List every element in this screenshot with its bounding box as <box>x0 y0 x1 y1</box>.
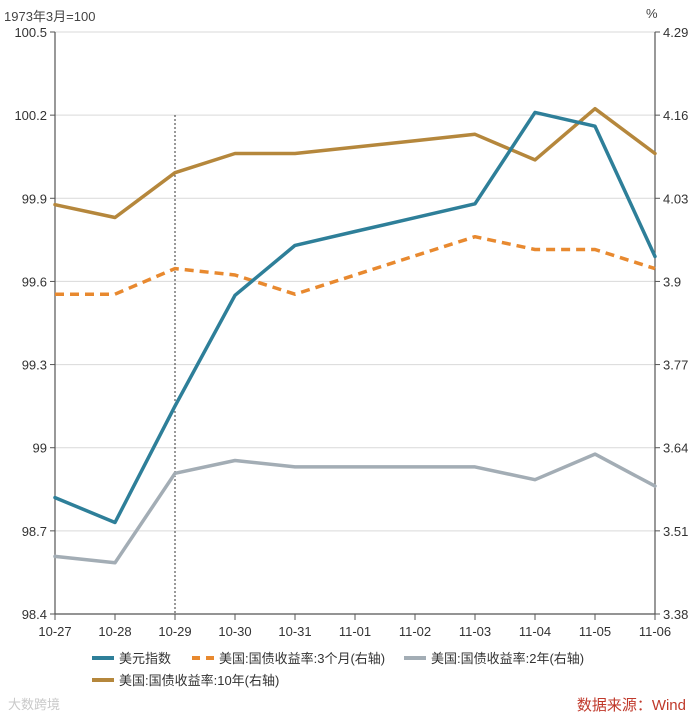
watermark-text: 大数跨境 <box>8 697 61 712</box>
left-tick-label-5: 99.9 <box>22 191 47 206</box>
left-tick-label-7: 100.5 <box>14 25 47 40</box>
left-tick-label-0: 98.4 <box>22 607 47 622</box>
x-tick-label-0: 10-27 <box>38 624 71 639</box>
x-tick-label-5: 11-01 <box>339 624 371 639</box>
x-tick-label-1: 10-28 <box>98 624 131 639</box>
x-tick-label-8: 11-04 <box>519 624 551 639</box>
legend-label-t3m: 美国:国债收益率:3个月(右轴) <box>219 651 386 666</box>
left-tick-label-4: 99.6 <box>22 274 47 289</box>
legend-label-dxy: 美元指数 <box>119 651 172 666</box>
left-tick-label-1: 98.7 <box>22 524 47 539</box>
legend-label-t10y: 美国:国债收益率:10年(右轴) <box>119 673 280 688</box>
x-tick-label-3: 10-30 <box>218 624 251 639</box>
x-tick-label-4: 10-31 <box>278 624 311 639</box>
legend-label-t2y: 美国:国债收益率:2年(右轴) <box>431 651 585 666</box>
legend-swatch-t3m <box>192 655 214 660</box>
x-tick-label-6: 11-02 <box>399 624 431 639</box>
legend-swatch-t10y <box>92 677 114 682</box>
legend-swatch-t2y <box>404 655 426 660</box>
legend-item-dxy: 美元指数 <box>92 648 171 667</box>
left-axis-unit: 1973年3月=100 <box>4 9 96 24</box>
right-axis-unit: % <box>646 6 658 21</box>
right-tick-label-1: 3.51 <box>663 524 688 539</box>
series-line-t10y <box>53 106 657 220</box>
series-line-t2y <box>53 452 657 565</box>
legend-swatch-dxy <box>92 655 114 660</box>
legend-item-t2y: 美国:国债收益率:2年(右轴) <box>404 648 584 667</box>
x-tick-label-9: 11-05 <box>579 624 611 639</box>
watermark-logo: 大数跨境 <box>8 694 60 713</box>
left-tick-label-6: 100.2 <box>14 108 47 123</box>
data-source: 数据来源：Wind <box>576 697 686 714</box>
right-tick-label-0: 3.38 <box>663 607 688 622</box>
legend-item-t10y: 美国:国债收益率:10年(右轴) <box>92 670 279 689</box>
series-line-dxy <box>53 110 657 525</box>
left-tick-label-3: 99.3 <box>22 358 47 373</box>
right-tick-label-5: 4.03 <box>663 191 688 206</box>
x-tick-label-7: 11-03 <box>459 624 491 639</box>
right-tick-label-7: 4.29 <box>663 25 688 40</box>
right-tick-label-4: 3.9 <box>663 274 681 289</box>
right-tick-label-2: 3.64 <box>663 441 688 456</box>
x-tick-label-10: 11-06 <box>639 624 671 639</box>
right-tick-label-6: 4.16 <box>663 108 688 123</box>
right-tick-label-3: 3.77 <box>663 358 688 373</box>
left-tick-label-2: 99 <box>33 441 47 456</box>
x-tick-label-2: 10-29 <box>158 624 191 639</box>
legend-item-t3m: 美国:国债收益率:3个月(右轴) <box>192 648 385 667</box>
series-line-t3m <box>55 234 656 296</box>
